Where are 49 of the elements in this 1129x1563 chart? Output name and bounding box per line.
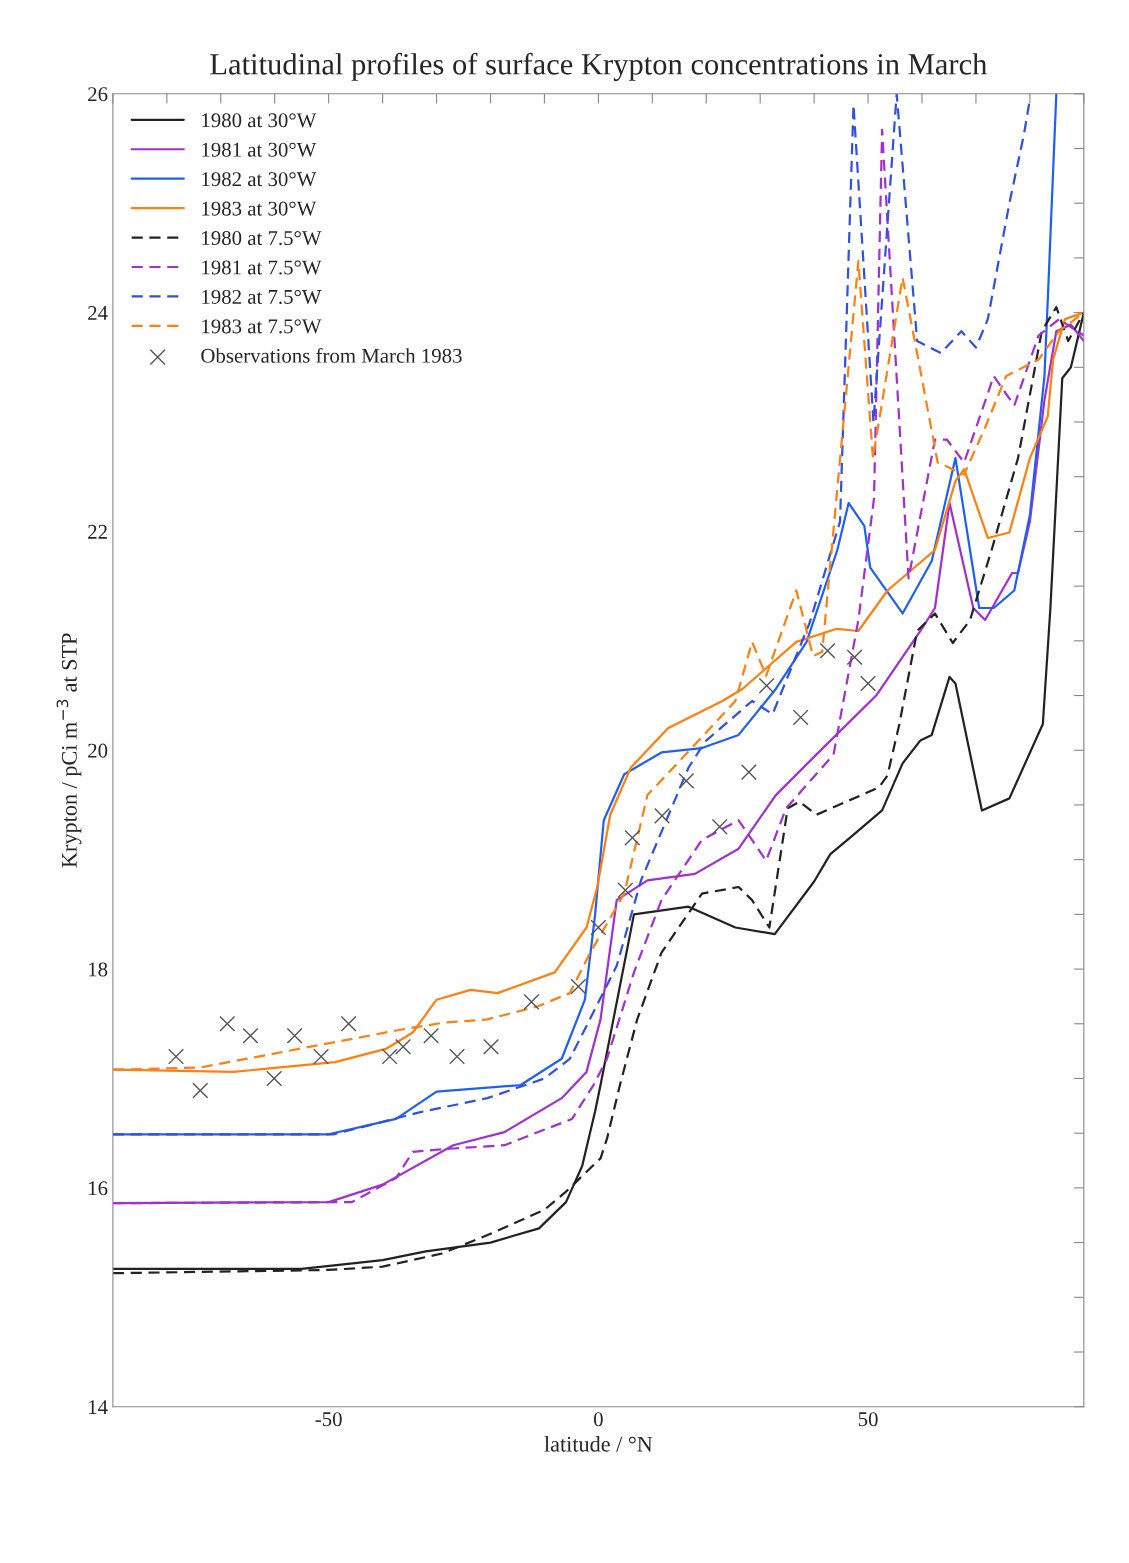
legend-label: 1983 at 30°W — [202, 201, 317, 216]
y-tick-label: 16 — [89, 1181, 108, 1196]
point — [395, 1038, 412, 1055]
point — [819, 642, 836, 659]
point — [624, 829, 641, 846]
legend-label: 1982 at 30°W — [202, 172, 317, 187]
point — [678, 772, 695, 789]
point — [523, 993, 540, 1010]
x-tick-label: -50 — [315, 1412, 342, 1427]
legend-label: 1981 at 30°W — [202, 142, 317, 157]
y-tick-label: 22 — [88, 524, 107, 539]
legend-label: 1980 at 30°W — [202, 113, 317, 128]
point — [711, 818, 728, 835]
point — [286, 1027, 303, 1044]
x-tick-label: 50 — [858, 1412, 878, 1427]
point — [846, 649, 863, 666]
point — [654, 807, 670, 824]
legend-label: 1983 at 7.5°W — [202, 319, 322, 334]
point — [340, 1015, 357, 1032]
y-tick-label: 20 — [88, 743, 108, 758]
point — [758, 677, 775, 694]
point — [168, 1048, 184, 1065]
point — [423, 1027, 440, 1044]
point — [381, 1048, 398, 1065]
point — [590, 919, 607, 936]
point — [792, 709, 809, 726]
y-tick-label: 26 — [88, 87, 108, 102]
point — [570, 978, 587, 995]
point — [740, 764, 757, 781]
y-tick-label: 24 — [88, 306, 108, 320]
point — [860, 675, 877, 692]
point — [617, 882, 634, 899]
x-axis-title: latitude / °N — [544, 1436, 653, 1452]
point — [313, 1048, 330, 1065]
chart-title: Latitudinal profiles of surface Krypton concentrations in March — [210, 52, 987, 81]
y-tick-label: 14 — [89, 1400, 108, 1414]
legend-label: 1981 at 7.5°W — [202, 260, 322, 275]
point — [266, 1070, 283, 1087]
legend-label: 1980 at 7.5°W — [202, 231, 322, 246]
point — [242, 1027, 259, 1044]
point — [192, 1082, 209, 1099]
y-tick-label: 18 — [89, 962, 108, 977]
legend-label: Observations from March 1983 — [201, 347, 462, 363]
point — [483, 1038, 500, 1055]
legend-label: 1982 at 7.5°W — [202, 289, 322, 305]
y-axis-title: Krypton / pCi m$^{−3}$ at STP — [56, 633, 82, 868]
point — [449, 1048, 466, 1065]
point — [219, 1015, 236, 1032]
x-tick-label: 0 — [593, 1412, 603, 1427]
